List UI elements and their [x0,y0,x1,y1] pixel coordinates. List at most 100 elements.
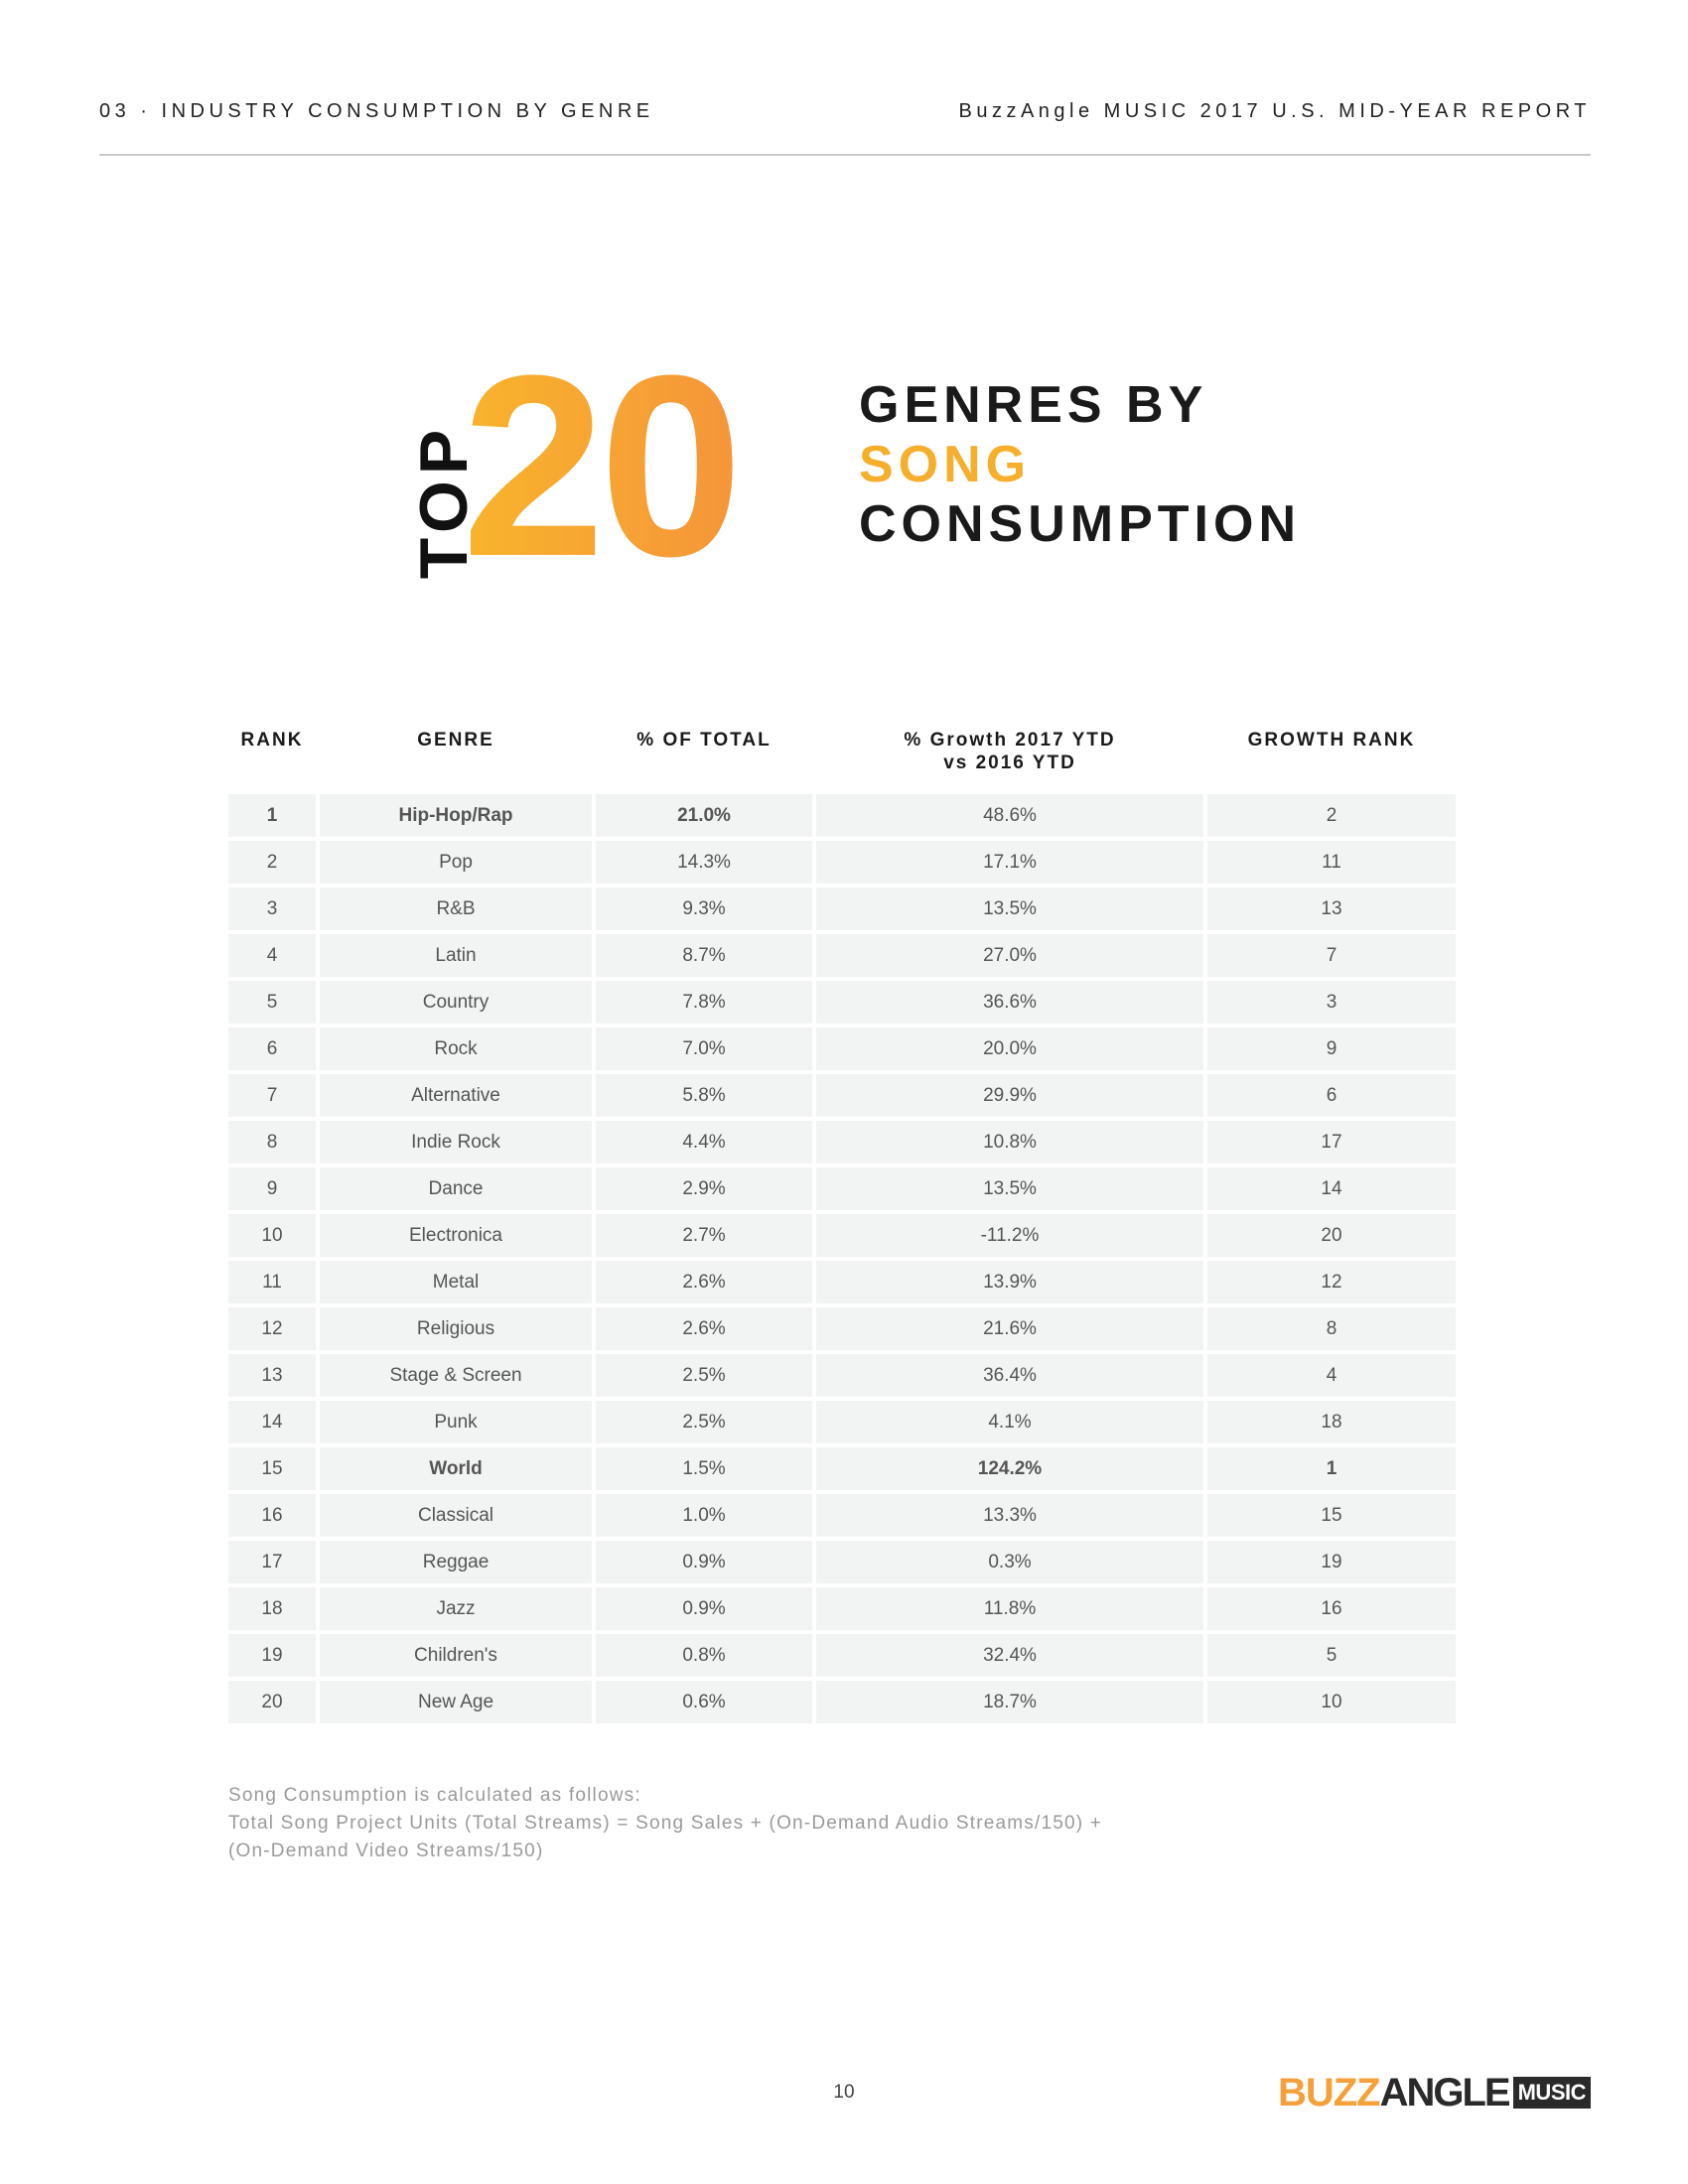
cell-growth-rank: 14 [1207,1167,1456,1210]
cell-rank: 20 [228,1681,316,1723]
cell-growth: 32.4% [816,1634,1203,1677]
cell-genre: Reggae [320,1541,592,1583]
cell-genre: New Age [320,1681,592,1723]
cell-genre: Electronica [320,1214,592,1257]
cell-pct-total: 0.8% [596,1634,812,1677]
cell-growth: 36.4% [816,1354,1203,1397]
cell-growth: 4.1% [816,1401,1203,1443]
cell-genre: Pop [320,841,592,884]
cell-growth: 13.9% [816,1261,1203,1303]
genre-table-body: 1 Hip-Hop/Rap 21.0% 48.6% 2 2 Pop 14.3% 17.1% 11 3… [228,794,1456,1723]
cell-growth-rank: 6 [1207,1074,1456,1117]
table-row: 10 Electronica 2.7% -11.2% 20 [228,1214,1456,1257]
cell-pct-total: 2.9% [596,1167,812,1210]
table-row: 1 Hip-Hop/Rap 21.0% 48.6% 2 [228,794,1456,837]
cell-growth: 48.6% [816,794,1203,837]
cell-genre: World [320,1447,592,1490]
cell-genre: Country [320,981,592,1024]
cell-rank: 16 [228,1494,316,1537]
cell-pct-total: 21.0% [596,794,812,837]
cell-rank: 1 [228,794,316,837]
cell-genre: R&B [320,887,592,930]
col-header-genre: GENRE [417,730,494,751]
table-row: 19 Children's 0.8% 32.4% 5 [228,1634,1456,1677]
footnote-line-1: Song Consumption is calculated as follow… [228,1785,641,1806]
cell-growth: 0.3% [816,1541,1203,1583]
cell-pct-total: 7.8% [596,981,812,1024]
cell-growth: 20.0% [816,1027,1203,1070]
table-row: 12 Religious 2.6% 21.6% 8 [228,1307,1456,1350]
page-number: 10 [833,2082,855,2103]
cell-growth-rank: 3 [1207,981,1456,1024]
hero-line-3: CONSUMPTION [859,495,1301,553]
table-column-headers: RANK GENRE % OF TOTAL % Growth 2017 YTD … [228,729,1464,778]
cell-pct-total: 0.6% [596,1681,812,1723]
col-header-growth-rank: GROWTH RANK [1247,730,1416,751]
cell-rank: 12 [228,1307,316,1350]
cell-genre: Metal [320,1261,592,1303]
cell-growth: 11.8% [816,1587,1203,1630]
table-row: 9 Dance 2.9% 13.5% 14 [228,1167,1456,1210]
cell-rank: 11 [228,1261,316,1303]
cell-rank: 18 [228,1587,316,1630]
cell-growth-rank: 16 [1207,1587,1456,1630]
cell-pct-total: 2.5% [596,1354,812,1397]
table-row: 17 Reggae 0.9% 0.3% 19 [228,1541,1456,1583]
cell-growth: 13.5% [816,887,1203,930]
table-row: 13 Stage & Screen 2.5% 36.4% 4 [228,1354,1456,1397]
cell-pct-total: 0.9% [596,1587,812,1630]
cell-rank: 7 [228,1074,316,1117]
cell-growth-rank: 13 [1207,887,1456,930]
cell-growth: 21.6% [816,1307,1203,1350]
table-row: 15 World 1.5% 124.2% 1 [228,1447,1456,1490]
cell-genre: Classical [320,1494,592,1537]
cell-genre: Indie Rock [320,1121,592,1163]
cell-pct-total: 5.8% [596,1074,812,1117]
cell-growth-rank: 4 [1207,1354,1456,1397]
col-header-rank: RANK [240,730,304,751]
cell-rank: 4 [228,934,316,977]
cell-growth-rank: 1 [1207,1447,1456,1490]
cell-genre: Stage & Screen [320,1354,592,1397]
cell-genre: Latin [320,934,592,977]
col-header-growth-line2: vs 2016 YTD [943,752,1076,773]
cell-pct-total: 2.5% [596,1401,812,1443]
cell-genre: Rock [320,1027,592,1070]
logo-music: MUSIC [1512,2077,1591,2109]
cell-genre: Religious [320,1307,592,1350]
hero-number: 20 [462,323,743,611]
col-header-growth: % Growth 2017 YTD vs 2016 YTD [816,729,1203,774]
cell-genre: Alternative [320,1074,592,1117]
col-header-growth-line1: % Growth 2017 YTD [904,730,1116,751]
footnote-line-3: (On-Demand Video Streams/150) [228,1841,544,1861]
cell-rank: 13 [228,1354,316,1397]
hero-line-1: GENRES BY [859,376,1208,434]
cell-growth-rank: 17 [1207,1121,1456,1163]
cell-genre: Hip-Hop/Rap [320,794,592,837]
hero-title-block: TOP 20 GENRES BY SONG CONSUMPTION [387,338,1321,596]
hero-line-2: SONG [859,436,1032,493]
cell-rank: 8 [228,1121,316,1163]
cell-growth: 17.1% [816,841,1203,884]
cell-pct-total: 2.6% [596,1307,812,1350]
cell-growth-rank: 10 [1207,1681,1456,1723]
cell-rank: 19 [228,1634,316,1677]
cell-growth: 13.3% [816,1494,1203,1537]
cell-growth-rank: 12 [1207,1261,1456,1303]
cell-growth-rank: 19 [1207,1541,1456,1583]
cell-growth-rank: 11 [1207,841,1456,884]
cell-pct-total: 2.7% [596,1214,812,1257]
table-row: 7 Alternative 5.8% 29.9% 6 [228,1074,1456,1117]
cell-rank: 14 [228,1401,316,1443]
section-header: 03 · INDUSTRY CONSUMPTION BY GENRE [99,100,654,122]
cell-rank: 10 [228,1214,316,1257]
cell-growth: 124.2% [816,1447,1203,1490]
logo-buzz: BUZZ [1277,2070,1381,2115]
cell-pct-total: 2.6% [596,1261,812,1303]
footnote: Song Consumption is calculated as follow… [228,1782,1102,1865]
genre-table: 1 Hip-Hop/Rap 21.0% 48.6% 2 2 Pop 14.3% 17.1% 11 3… [224,790,1460,1727]
buzzangle-logo: BUZZ ANGLE MUSIC [1278,2071,1591,2115]
cell-rank: 9 [228,1167,316,1210]
cell-genre: Punk [320,1401,592,1443]
table-row: 4 Latin 8.7% 27.0% 7 [228,934,1456,977]
